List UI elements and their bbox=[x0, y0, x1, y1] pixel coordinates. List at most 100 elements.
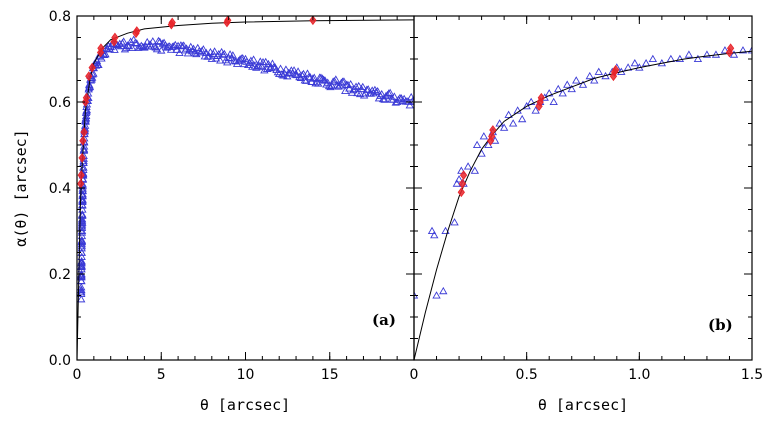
blue-triangle-marker bbox=[384, 89, 393, 97]
blue-triangle-marker bbox=[372, 87, 381, 95]
blue-triangle-marker bbox=[504, 110, 513, 118]
x-tick-label: 0 bbox=[410, 367, 419, 383]
red-diamond-marker bbox=[85, 71, 93, 82]
blue-triangle-marker bbox=[81, 113, 91, 122]
blue-triangle-marker bbox=[563, 80, 572, 88]
blue-triangle-marker bbox=[127, 43, 137, 51]
blue-triangle-marker bbox=[337, 78, 346, 87]
blue-triangle-marker bbox=[590, 76, 599, 84]
blue-triangle-marker bbox=[80, 142, 89, 150]
blue-triangle-marker bbox=[354, 81, 363, 90]
blue-triangle-marker bbox=[508, 119, 518, 127]
blue-triangle-marker bbox=[169, 42, 179, 50]
panel-b-ticks: 0 0.5 1.0 1.5 bbox=[410, 15, 763, 383]
red-diamond-marker bbox=[133, 26, 141, 36]
blue-triangle-marker bbox=[702, 50, 712, 58]
y-axis-title: α(θ) [arcsec] bbox=[12, 129, 30, 246]
blue-triangle-marker bbox=[260, 66, 269, 74]
blue-triangle-marker bbox=[301, 76, 311, 84]
panel-b-x-axis-title: θ [arcsec] bbox=[538, 396, 628, 414]
panel-b: 0 0.5 1.0 1.5 (b) bbox=[410, 15, 763, 383]
blue-triangle-marker bbox=[228, 51, 238, 59]
blue-triangle-marker bbox=[327, 81, 336, 89]
blue-triangle-marker bbox=[77, 231, 87, 240]
blue-triangle-marker bbox=[385, 88, 395, 96]
blue-triangle-marker bbox=[220, 49, 229, 58]
blue-triangle-marker bbox=[277, 70, 287, 78]
blue-triangle-marker bbox=[345, 84, 354, 92]
blue-triangle-marker bbox=[235, 55, 245, 63]
blue-triangle-marker bbox=[430, 230, 439, 239]
y-tick-label: 0.8 bbox=[49, 9, 71, 25]
blue-triangle-marker bbox=[77, 276, 86, 284]
x-tick-label: 10 bbox=[237, 367, 255, 383]
blue-triangle-marker bbox=[513, 106, 522, 114]
blue-triangle-marker bbox=[558, 89, 567, 97]
blue-triangle-marker bbox=[585, 71, 594, 80]
blue-triangle-marker bbox=[441, 226, 450, 235]
blue-triangle-marker bbox=[439, 286, 448, 295]
blue-triangle-marker bbox=[178, 41, 187, 50]
blue-triangle-marker bbox=[218, 50, 228, 58]
blue-triangle-marker bbox=[427, 226, 437, 235]
blue-triangle-marker bbox=[124, 41, 134, 50]
red-diamond-marker bbox=[458, 178, 467, 189]
model-curve-line bbox=[414, 50, 752, 360]
blue-triangle-marker bbox=[499, 123, 509, 131]
y-tick-label: 0.6 bbox=[49, 95, 71, 111]
blue-triangle-marker bbox=[91, 61, 101, 69]
blue-triangle-marker bbox=[630, 58, 640, 67]
blue-triangle-marker bbox=[377, 89, 386, 98]
panel-a-plot-area bbox=[77, 16, 414, 360]
y-tick-label: 0.0 bbox=[49, 353, 71, 369]
blue-triangle-marker bbox=[276, 64, 285, 72]
blue-triangle-marker bbox=[110, 45, 119, 53]
blue-triangle-marker bbox=[97, 54, 106, 62]
panel-b-data bbox=[414, 43, 752, 360]
blue-triangle-marker bbox=[310, 73, 319, 81]
blue-triangle-marker bbox=[479, 132, 489, 140]
blue-triangle-marker bbox=[230, 56, 239, 64]
blue-triangle-marker bbox=[210, 47, 219, 55]
blue-triangle-marker bbox=[470, 166, 480, 174]
blue-triangle-marker bbox=[281, 65, 291, 73]
blue-triangle-marker bbox=[297, 71, 307, 79]
blue-triangle-marker bbox=[253, 62, 262, 70]
red-diamond-marker bbox=[80, 127, 88, 137]
blue-triangle-marker bbox=[77, 241, 87, 250]
blue-triangle-marker bbox=[123, 41, 132, 49]
panel-b-label: (b) bbox=[708, 316, 733, 334]
blue-triangle-marker bbox=[729, 50, 739, 58]
x-tick-label: 15 bbox=[321, 367, 339, 383]
x-tick-label: 0.5 bbox=[516, 367, 538, 383]
blue-triangle-marker bbox=[162, 43, 172, 51]
blue-triangle-marker bbox=[380, 95, 389, 103]
blue-triangle-marker bbox=[81, 121, 90, 129]
red-diamond-marker bbox=[111, 32, 119, 43]
blue-triangle-marker bbox=[126, 37, 135, 45]
blue-triangle-marker bbox=[641, 58, 651, 67]
blue-triangle-marker bbox=[77, 295, 86, 303]
blue-triangle-marker bbox=[648, 54, 658, 62]
blue-triangle-marker bbox=[351, 82, 361, 90]
blue-triangle-marker bbox=[77, 256, 86, 265]
panel-a-label: (a) bbox=[372, 311, 396, 329]
blue-triangle-marker bbox=[132, 39, 141, 47]
red-diamond-marker bbox=[78, 153, 86, 163]
blue-triangle-marker bbox=[531, 106, 540, 114]
panel-a-ticks: 0 5 10 15 0.0 0.2 0.4 0.6 0.8 bbox=[49, 9, 415, 383]
blue-triangle-marker bbox=[358, 82, 367, 91]
blue-triangle-marker bbox=[82, 111, 91, 120]
blue-triangle-marker bbox=[216, 56, 225, 64]
blue-triangle-marker bbox=[450, 218, 459, 226]
blue-triangle-marker bbox=[77, 262, 86, 270]
red-diamond-marker bbox=[459, 170, 468, 180]
blue-triangle-marker bbox=[77, 287, 86, 296]
blue-triangle-marker bbox=[572, 76, 581, 84]
blue-triangle-marker bbox=[463, 162, 473, 170]
blue-triangle-marker bbox=[361, 89, 370, 97]
blue-triangle-marker bbox=[77, 289, 86, 297]
blue-triangle-marker bbox=[77, 237, 87, 245]
blue-triangle-marker bbox=[472, 140, 482, 149]
